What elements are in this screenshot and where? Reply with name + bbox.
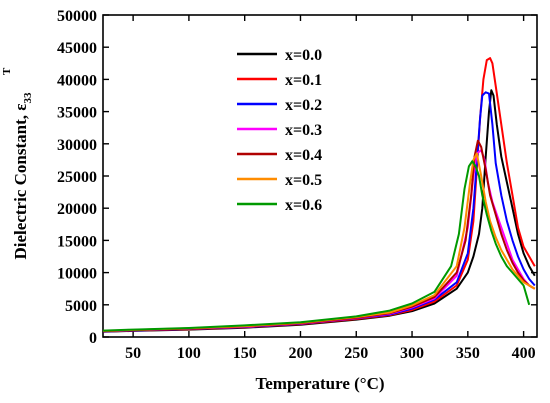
y-axis-label-group: Dielectric Constant, ε33 T: [1, 67, 34, 259]
legend-label: x=0.3: [285, 122, 322, 139]
legend-label: x=0.2: [285, 97, 322, 114]
x-tick-label: 150: [233, 345, 257, 362]
series-line-x-0-6: [102, 160, 531, 332]
legend-label: x=0.0: [285, 47, 322, 64]
x-tick-label: 100: [177, 345, 201, 362]
y-tick-label: 40000: [57, 72, 97, 89]
y-tick-label: 30000: [57, 137, 97, 154]
x-tick-label: 300: [400, 345, 424, 362]
y-tick-label: 5000: [65, 298, 97, 315]
legend-label: x=0.1: [285, 72, 322, 89]
x-tick-label: 250: [344, 345, 368, 362]
y-tick-label: 35000: [57, 105, 97, 122]
y-tick-label: 20000: [57, 201, 97, 218]
x-tick-label: 50: [125, 345, 141, 362]
y-tick-label: 15000: [57, 233, 97, 250]
y-tick-label: 50000: [57, 8, 97, 25]
y-axis-label: Dielectric Constant, ε33: [11, 92, 34, 259]
y-axis-label-main: Dielectric Constant, ε: [11, 104, 30, 260]
x-tick-label: 400: [512, 345, 536, 362]
y-tick-label: 45000: [57, 40, 97, 57]
y-axis-label-subscript: 33: [22, 92, 34, 104]
x-axis: 50 100 150 200 250 300 350 400: [125, 15, 536, 362]
x-axis-label: Temperature (°C): [255, 374, 384, 393]
legend-label: x=0.5: [285, 172, 322, 189]
y-axis: 0 5000 10000 15000 20000 25000 30000 35000 40000…: [57, 8, 537, 347]
series-group: [102, 57, 536, 333]
y-tick-label: 25000: [57, 169, 97, 186]
y-tick-label: 0: [89, 330, 97, 347]
legend-label: x=0.6: [285, 197, 322, 214]
y-axis-label-superscript: T: [1, 67, 13, 75]
legend-label: x=0.4: [285, 147, 322, 164]
x-tick-label: 200: [288, 345, 312, 362]
legend: x=0.0 x=0.1 x=0.2 x=0.3 x=0.4 x=0.5 x=0.6: [237, 47, 322, 214]
x-tick-label: 350: [456, 345, 480, 362]
y-tick-label: 10000: [57, 266, 97, 283]
